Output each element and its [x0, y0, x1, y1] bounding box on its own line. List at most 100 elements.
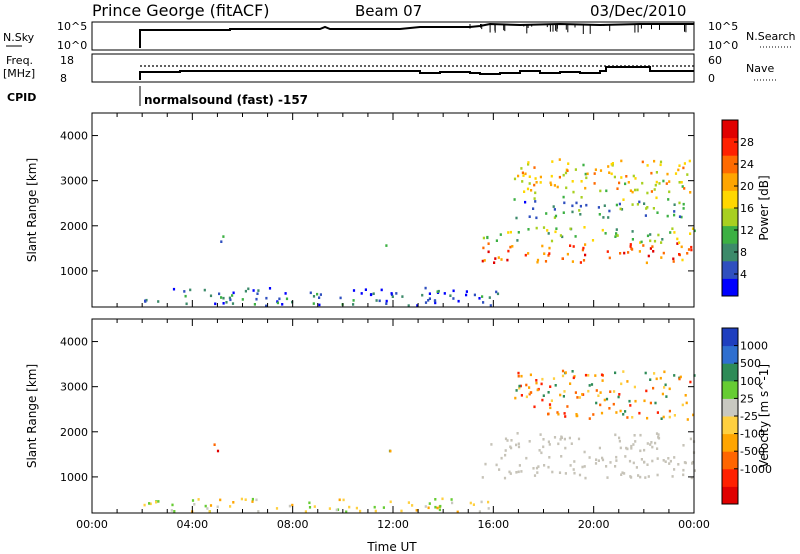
power-echo-cell [673, 231, 676, 234]
x-tick-label: 16:00 [477, 518, 509, 531]
velocity-echo-cell [622, 413, 625, 416]
power-echo-cell [515, 216, 518, 220]
power-echo-cell [395, 292, 398, 295]
velocity-echo-cell [439, 504, 442, 508]
power-echo-cell [203, 288, 206, 292]
power-echo-cell [681, 258, 684, 262]
velocity-echo-cell [653, 372, 656, 375]
velocity-echo-cell [646, 442, 649, 445]
power-echo-cell [598, 213, 601, 216]
power-echo-cell [528, 182, 531, 185]
velocity-echo-cell [569, 382, 572, 385]
colorbar-swatch [722, 278, 738, 297]
power-echo-cell [222, 296, 225, 300]
power-echo-cell [265, 296, 268, 300]
velocity-echo-cell [649, 378, 652, 381]
velocity-echo-cell [679, 375, 682, 379]
power-echo-cell [578, 209, 581, 212]
velocity-echo-cell [631, 416, 634, 419]
velocity-echo-cell [525, 395, 528, 399]
velocity-echo-cell [623, 472, 626, 475]
velocity-echo-cell [562, 395, 565, 398]
velocity-echo-cell [664, 460, 667, 463]
velocity-echo-cell [682, 468, 685, 472]
velocity-echo-cell [654, 441, 657, 445]
velocity-echo-cell [603, 398, 606, 402]
velocity-echo-cell [643, 460, 646, 464]
velocity-echo-cell [520, 394, 523, 397]
power-echo-cell [571, 210, 574, 214]
power-echo-cell [494, 257, 497, 260]
power-echo-cell [659, 160, 663, 164]
velocity-echo-cell [592, 413, 595, 416]
power-echo-cell [232, 291, 235, 295]
power-echo-cell [548, 252, 551, 255]
velocity-echo-cell [605, 397, 609, 401]
velocity-echo-cell [693, 469, 696, 472]
power-echo-cell [424, 301, 428, 304]
velocity-echo-cell [427, 506, 430, 510]
power-echo-cell [509, 245, 512, 249]
velocity-echo-cell [373, 505, 376, 509]
power-echo-cell [619, 207, 622, 211]
velocity-echo-cell [304, 510, 307, 513]
power-echo-cell [582, 163, 585, 167]
power-echo-cell [551, 160, 554, 163]
power-echo-cell [608, 256, 611, 260]
colorbar-swatch [722, 120, 738, 139]
velocity-echo-cell [598, 446, 601, 450]
velocity-echo-cell [651, 459, 654, 463]
power-echo-cell [645, 207, 648, 210]
velocity-echo-cell [681, 403, 684, 407]
power-echo-cell [465, 293, 468, 297]
velocity-echo-cell [690, 476, 693, 480]
power-echo-cell [691, 227, 695, 230]
velocity-echo-cell [673, 456, 676, 459]
power-echo-cell [686, 252, 689, 255]
power-echo-cell [533, 197, 536, 200]
colorbar-tick-label: 8 [740, 246, 747, 259]
velocity-echo-cell [548, 443, 551, 446]
velocity-echo-cell [517, 374, 520, 378]
power-echo-cell [241, 298, 244, 301]
velocity-echo-cell [584, 373, 588, 377]
velocity-echo-cell [644, 476, 647, 479]
power-echo-cell [378, 299, 381, 303]
nave-label: Nave [746, 62, 774, 75]
colorbar-swatch [722, 208, 738, 227]
freq-label-2: [MHz] [3, 67, 35, 80]
velocity-echo-cell [355, 506, 358, 510]
power-echo-cell [638, 200, 641, 204]
freq-tick-bottom: 8 [60, 72, 67, 85]
velocity-echo-cell [204, 504, 207, 508]
power-echo-cell [553, 184, 556, 187]
power-echo-cell [682, 202, 685, 206]
velocity-echo-cell [682, 444, 685, 447]
power-echo-cell [624, 182, 627, 186]
power-echo-cell [549, 181, 552, 185]
velocity-echo-cell [618, 439, 621, 443]
power-echo-cell [247, 287, 250, 291]
velocity-echo-cell [624, 410, 627, 413]
velocity-echo-cell [517, 445, 521, 449]
velocity-echo-cell [663, 386, 666, 389]
power-echo-cell [686, 173, 689, 176]
colorbar-swatch [722, 486, 738, 505]
power-echo-cell [416, 304, 419, 307]
power-echo-cell [172, 287, 176, 291]
power-echo-cell [489, 304, 492, 307]
velocity-echo-cell [600, 373, 604, 377]
power-echo-cell [517, 174, 520, 178]
velocity-echo-cell [597, 459, 600, 462]
power-echo-cell [631, 248, 634, 251]
velocity-echo-cell [547, 412, 550, 416]
power-echo-cell [580, 180, 583, 183]
power-echo-cell [631, 230, 634, 233]
power-echo-cell [527, 252, 530, 255]
power-echo-cell [620, 176, 623, 179]
power-echo-cell [680, 215, 683, 219]
velocity-echo-cell [517, 442, 520, 446]
velocity-echo-cell [498, 468, 501, 471]
velocity-echo-cell [193, 503, 196, 506]
power-echo-cell [528, 215, 531, 218]
